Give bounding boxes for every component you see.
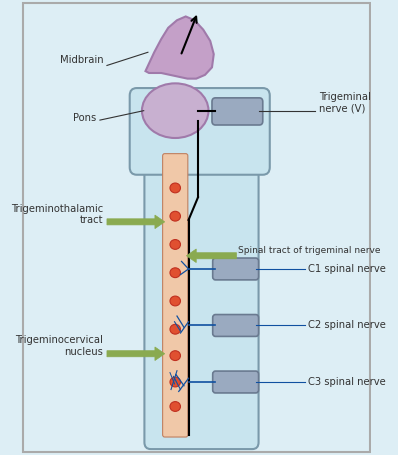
Text: Pons: Pons (73, 113, 96, 123)
FancyBboxPatch shape (213, 314, 259, 336)
FancyBboxPatch shape (213, 371, 259, 393)
Text: Midbrain: Midbrain (60, 55, 103, 65)
Text: Trigeminocervical
nucleus: Trigeminocervical nucleus (16, 335, 103, 357)
Ellipse shape (170, 240, 180, 249)
Text: Trigeminothalamic
tract: Trigeminothalamic tract (11, 203, 103, 225)
Text: Spinal tract of trigeminal nerve: Spinal tract of trigeminal nerve (238, 246, 381, 255)
Text: C2 spinal nerve: C2 spinal nerve (308, 320, 386, 330)
Ellipse shape (170, 268, 180, 278)
Ellipse shape (170, 183, 180, 193)
Ellipse shape (170, 296, 180, 306)
Polygon shape (186, 249, 236, 263)
Polygon shape (107, 347, 165, 360)
Polygon shape (107, 215, 165, 228)
Ellipse shape (170, 324, 180, 334)
Bar (151, 152, 252, 169)
Text: Trigeminal
nerve (V): Trigeminal nerve (V) (319, 92, 371, 114)
Polygon shape (145, 16, 214, 79)
Ellipse shape (170, 211, 180, 221)
Ellipse shape (142, 83, 209, 138)
FancyBboxPatch shape (212, 98, 263, 125)
FancyBboxPatch shape (23, 3, 370, 452)
Ellipse shape (170, 377, 180, 387)
Ellipse shape (170, 402, 180, 411)
FancyBboxPatch shape (163, 154, 188, 437)
Ellipse shape (170, 351, 180, 360)
FancyBboxPatch shape (144, 138, 259, 449)
FancyBboxPatch shape (130, 88, 270, 175)
FancyBboxPatch shape (213, 258, 259, 280)
Text: C3 spinal nerve: C3 spinal nerve (308, 377, 386, 387)
Text: C1 spinal nerve: C1 spinal nerve (308, 264, 386, 274)
